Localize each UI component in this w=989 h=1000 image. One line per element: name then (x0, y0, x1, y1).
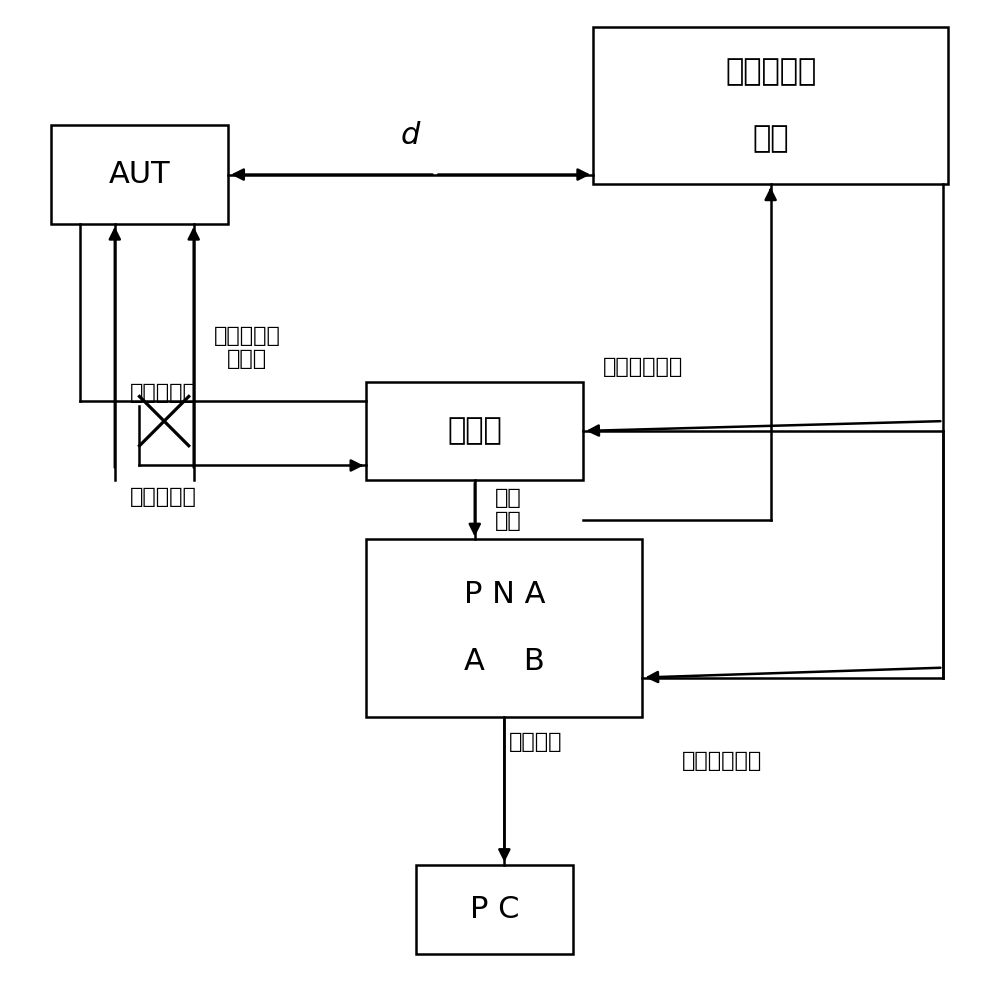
Text: P N A

A    B: P N A A B (464, 580, 545, 676)
Text: 相位同步控
制信号: 相位同步控 制信号 (214, 326, 280, 369)
Text: 扫描控制信号: 扫描控制信号 (603, 357, 683, 377)
Text: 近场扫描架

探头: 近场扫描架 探头 (725, 57, 816, 154)
FancyBboxPatch shape (366, 539, 643, 717)
FancyBboxPatch shape (593, 27, 948, 184)
Text: 测量数据: 测量数据 (509, 732, 563, 752)
FancyBboxPatch shape (366, 382, 584, 480)
Text: AUT: AUT (109, 160, 170, 189)
Text: 同步
信号: 同步 信号 (494, 488, 521, 531)
Text: 探头接收信号: 探头接收信号 (681, 751, 763, 771)
Text: 控制器: 控制器 (447, 416, 502, 445)
Text: 源耦合信号: 源耦合信号 (130, 487, 197, 507)
Text: $d$: $d$ (400, 121, 421, 150)
FancyBboxPatch shape (50, 125, 228, 224)
Text: 单频源信号: 单频源信号 (130, 383, 197, 403)
Text: P C: P C (470, 895, 519, 924)
FancyBboxPatch shape (415, 865, 574, 954)
